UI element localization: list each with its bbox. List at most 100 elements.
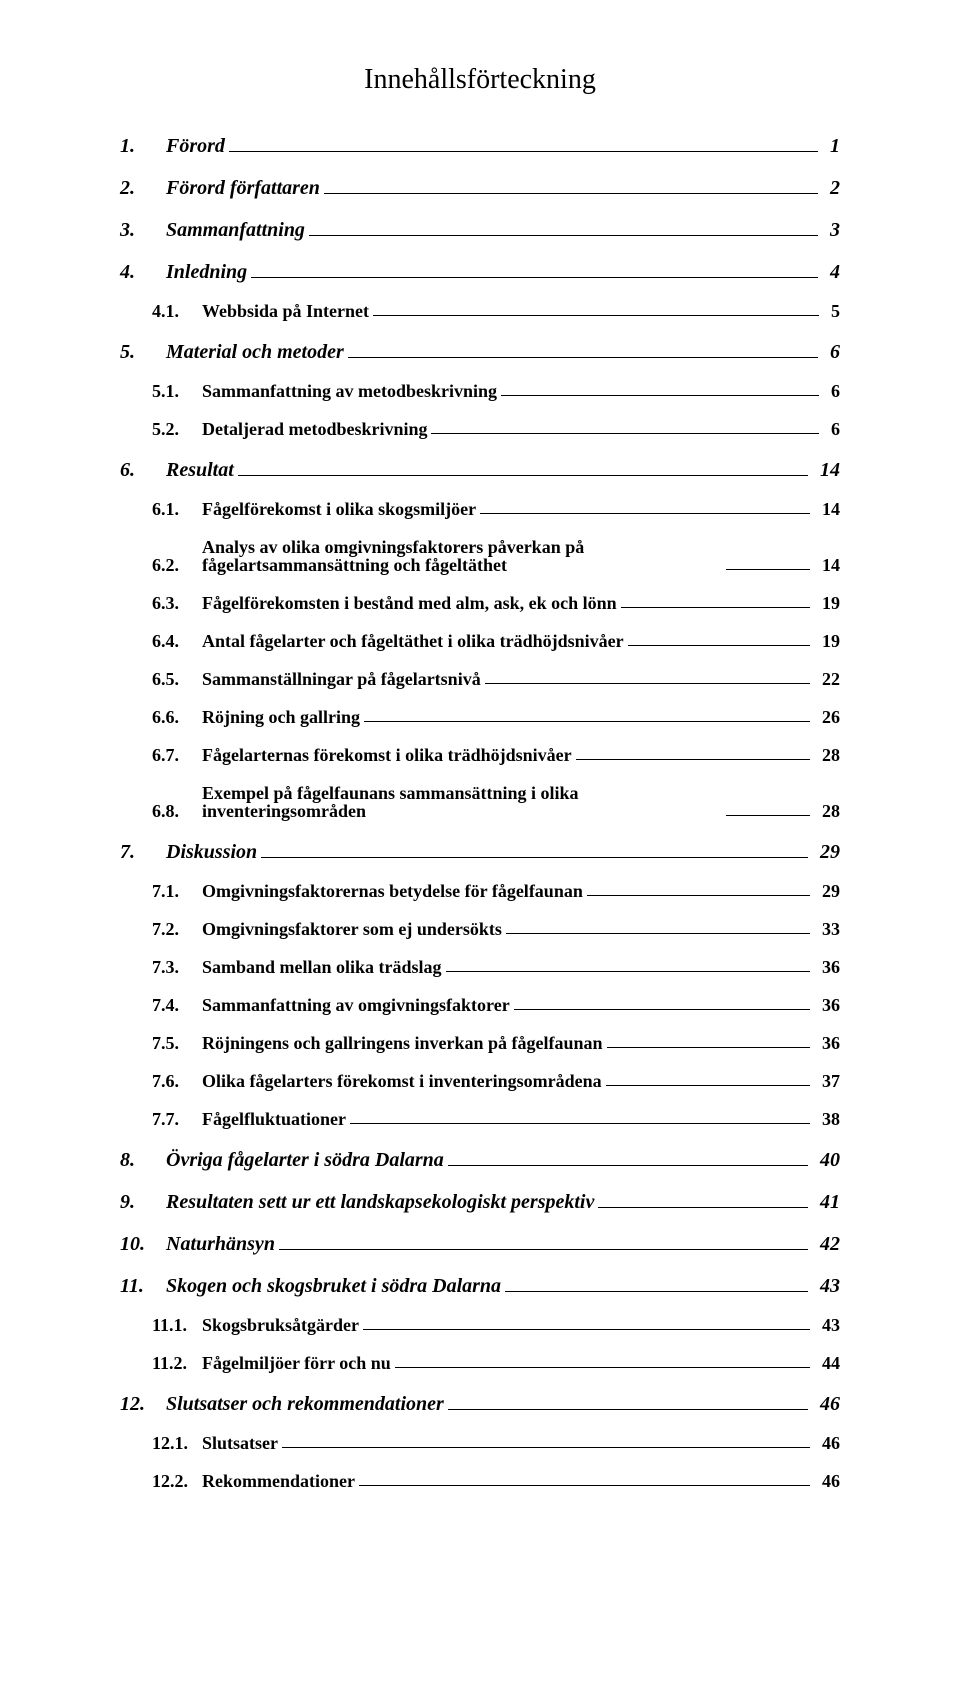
entry-number: 6.6. <box>152 708 196 726</box>
entry-page: 36 <box>816 1034 840 1052</box>
toc-entry-level2: 11.2. Fågelmiljöer förr och nu 44 <box>120 1354 840 1372</box>
entry-label: Röjningens och gallringens inverkan på f… <box>202 1034 603 1052</box>
entry-number: 7.7. <box>152 1110 196 1128</box>
entry-number: 6.2. <box>152 556 196 574</box>
entry-number: 11.1. <box>152 1316 196 1334</box>
toc-entry-level1: 12.Slutsatser och rekommendationer46 <box>120 1394 840 1414</box>
entry-page: 14 <box>814 460 840 480</box>
leader-line <box>448 1164 808 1166</box>
leader-line <box>501 394 819 396</box>
entry-label: Inledning <box>166 262 247 282</box>
toc-entry-level2: 7.4.Sammanfattning av omgivningsfaktorer… <box>120 996 840 1014</box>
leader-line <box>373 314 819 316</box>
entry-label: Sammanfattning <box>166 220 305 240</box>
entry-number: 3. <box>120 220 160 240</box>
entry-label: Omgivningsfaktorernas betydelse för fåge… <box>202 882 583 900</box>
entry-label: Fågelmiljöer förr och nu <box>202 1354 391 1372</box>
toc-entry-level1: 4. Inledning 4 <box>120 262 840 282</box>
leader-line <box>598 1206 808 1208</box>
toc-entry-level2: 7.7.Fågelfluktuationer38 <box>120 1110 840 1128</box>
toc-entry-level1: 11.Skogen och skogsbruket i södra Dalarn… <box>120 1276 840 1296</box>
entry-number: 6. <box>120 460 160 480</box>
entry-page: 46 <box>814 1394 840 1414</box>
entry-label: Material och metoder <box>166 342 344 362</box>
entry-label: Sammanställningar på fågelartsnivå <box>202 670 481 688</box>
entry-label: Resultat <box>166 460 234 480</box>
entry-number: 8. <box>120 1150 160 1170</box>
entry-label: Analys av olika omgivningsfaktorers påve… <box>202 538 722 574</box>
entry-number: 6.3. <box>152 594 196 612</box>
entry-label: Exempel på fågelfaunans sammansättning i… <box>202 784 722 820</box>
entry-number: 5.1. <box>152 382 196 400</box>
entry-number: 1. <box>120 136 160 156</box>
toc-entry-level1: 8. Övriga fågelarter i södra Dalarna 40 <box>120 1150 840 1170</box>
entry-number: 11.2. <box>152 1354 196 1372</box>
entry-label: Fågelförekomsten i bestånd med alm, ask,… <box>202 594 617 612</box>
leader-line <box>628 644 810 646</box>
entry-label: Slutsatser <box>202 1434 278 1452</box>
entry-label: Slutsatser och rekommendationer <box>166 1394 444 1414</box>
entry-page: 19 <box>816 594 840 612</box>
leader-line <box>431 432 819 434</box>
entry-label: Fågelförekomst i olika skogsmiljöer <box>202 500 476 518</box>
entry-label: Röjning och gallring <box>202 708 360 726</box>
toc-entry-level2: 6.1. Fågelförekomst i olika skogsmiljöer 1… <box>120 500 840 518</box>
toc-entry-level2: 6.3. Fågelförekomsten i bestånd med alm, … <box>120 594 840 612</box>
leader-line <box>363 1328 810 1330</box>
leader-line <box>621 606 810 608</box>
entry-number: 5. <box>120 342 160 362</box>
leader-line <box>506 932 810 934</box>
leader-line <box>251 276 818 278</box>
entry-page: 14 <box>816 500 840 518</box>
entry-page: 46 <box>816 1434 840 1452</box>
toc-entry-level2: 11.1.Skogsbruksåtgärder43 <box>120 1316 840 1334</box>
entry-page: 44 <box>816 1354 840 1372</box>
leader-line <box>350 1122 810 1124</box>
entry-page: 4 <box>824 262 840 282</box>
leader-line <box>261 856 808 858</box>
entry-number: 4.1. <box>152 302 196 320</box>
entry-label: Omgivningsfaktorer som ej undersökts <box>202 920 502 938</box>
entry-number: 11. <box>120 1276 160 1296</box>
entry-page: 40 <box>814 1150 840 1170</box>
entry-number: 7.2. <box>152 920 196 938</box>
leader-line <box>282 1446 810 1448</box>
entry-number: 2. <box>120 178 160 198</box>
entry-number: 5.2. <box>152 420 196 438</box>
toc-entry-level1: 5.Material och metoder6 <box>120 342 840 362</box>
entry-page: 26 <box>816 708 840 726</box>
entry-number: 6.8. <box>152 802 196 820</box>
entry-page: 6 <box>825 382 840 400</box>
entry-number: 6.4. <box>152 632 196 650</box>
entry-label: Naturhänsyn <box>166 1234 275 1254</box>
entry-page: 19 <box>816 632 840 650</box>
entry-label: Förord <box>166 136 225 156</box>
entry-label: Sammanfattning av metodbeskrivning <box>202 382 497 400</box>
toc-entry-level2: 6.5.Sammanställningar på fågelartsnivå22 <box>120 670 840 688</box>
toc-entry-level2: 7.5.Röjningens och gallringens inverkan … <box>120 1034 840 1052</box>
leader-line <box>279 1248 808 1250</box>
entry-page: 36 <box>816 996 840 1014</box>
entry-label: Rekommendationer <box>202 1472 355 1490</box>
toc-entry-level2: 7.1.Omgivningsfaktorernas betydelse för … <box>120 882 840 900</box>
toc-entry-level2: 7.6.Olika fågelarters förekomst i invent… <box>120 1072 840 1090</box>
entry-number: 12.1. <box>152 1434 196 1452</box>
entry-label: Detaljerad metodbeskrivning <box>202 420 427 438</box>
page: Innehållsförteckning 1.Förord12.Förord f… <box>0 0 960 1570</box>
entry-label: Övriga fågelarter i södra Dalarna <box>166 1150 444 1170</box>
leader-line <box>446 970 810 972</box>
entry-label: Diskussion <box>166 842 257 862</box>
entry-number: 6.1. <box>152 500 196 518</box>
toc-entry-level2: 12.1. Slutsatser 46 <box>120 1434 840 1452</box>
entry-label: Resultaten sett ur ett landskapsekologis… <box>166 1192 594 1212</box>
entry-page: 28 <box>816 802 840 820</box>
entry-label: Antal fågelarter och fågeltäthet i olika… <box>202 632 624 650</box>
entry-number: 4. <box>120 262 160 282</box>
leader-line <box>448 1408 808 1410</box>
toc-entry-level2: 4.1.Webbsida på Internet5 <box>120 302 840 320</box>
toc-entry-level1: 1.Förord1 <box>120 136 840 156</box>
entry-label: Samband mellan olika trädslag <box>202 958 442 976</box>
entry-page: 3 <box>824 220 840 240</box>
entry-label: Fågelfluktuationer <box>202 1110 346 1128</box>
toc-container: 1.Förord12.Förord författaren23.Sammanfa… <box>120 136 840 1490</box>
